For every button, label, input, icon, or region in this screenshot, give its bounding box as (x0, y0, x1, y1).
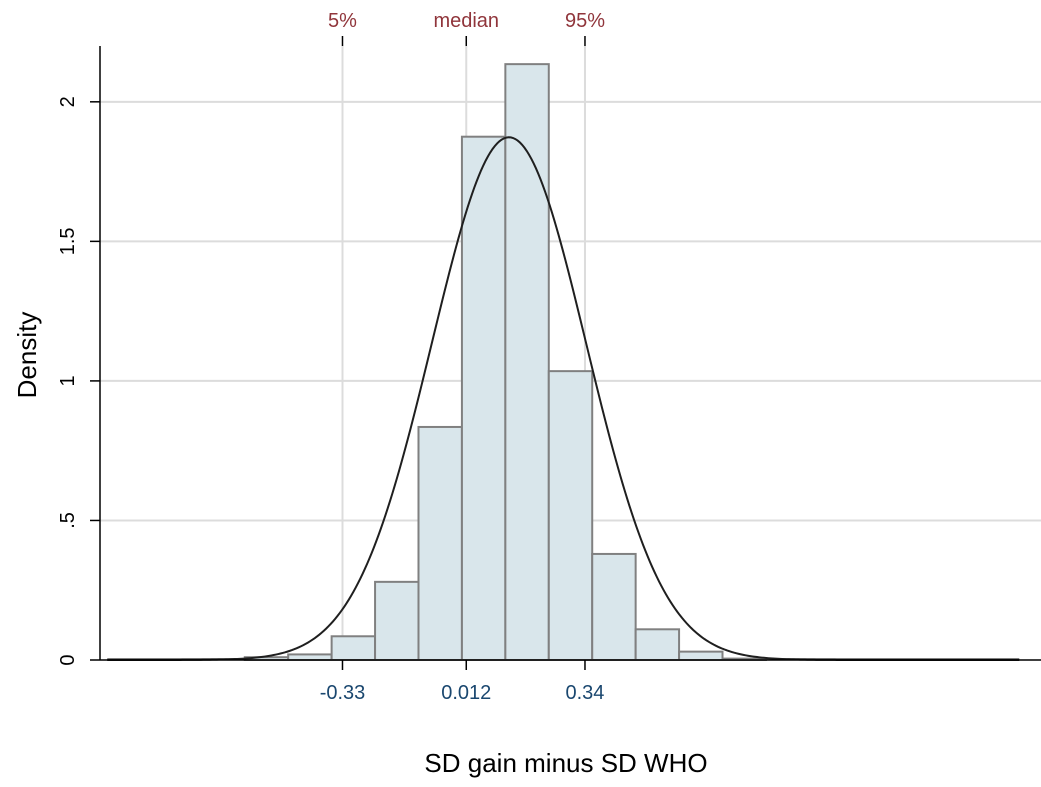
x-axis-title: SD gain minus SD WHO (424, 748, 707, 778)
percentile-value-label: 0.012 (441, 682, 491, 704)
y-axis-title: Density (12, 312, 42, 399)
histogram-bar (287, 653, 333, 661)
histogram-bar (374, 580, 420, 662)
histogram-bar (330, 635, 377, 662)
labels-layer: SD gain minus SD WHO Density (12, 312, 708, 778)
y-tick-label: 1 (57, 375, 79, 386)
axes-layer: 0 .5 1 1.5 2 -0.33 5% 0.012 median 0.34 95% (57, 10, 1041, 704)
percentile-name-label: median (433, 10, 499, 32)
histogram-bar (460, 135, 507, 662)
histogram-bar (591, 552, 637, 661)
percentile-value-label: -0.33 (320, 682, 366, 704)
percentile-value-label: 0.34 (566, 682, 605, 704)
histogram-bar (547, 370, 594, 661)
bars-layer (107, 63, 1020, 662)
histogram-bar (634, 628, 681, 661)
y-tick-label: 1.5 (57, 227, 79, 255)
histogram-bar (678, 650, 724, 661)
percentile-name-label: 5% (328, 10, 357, 32)
y-tick-label: 0 (57, 654, 79, 665)
y-tick-label: 2 (57, 96, 79, 107)
histogram-bar (504, 63, 550, 661)
histogram-bar (417, 425, 463, 661)
percentile-name-label: 95% (565, 10, 605, 32)
y-tick-label: .5 (57, 512, 79, 529)
